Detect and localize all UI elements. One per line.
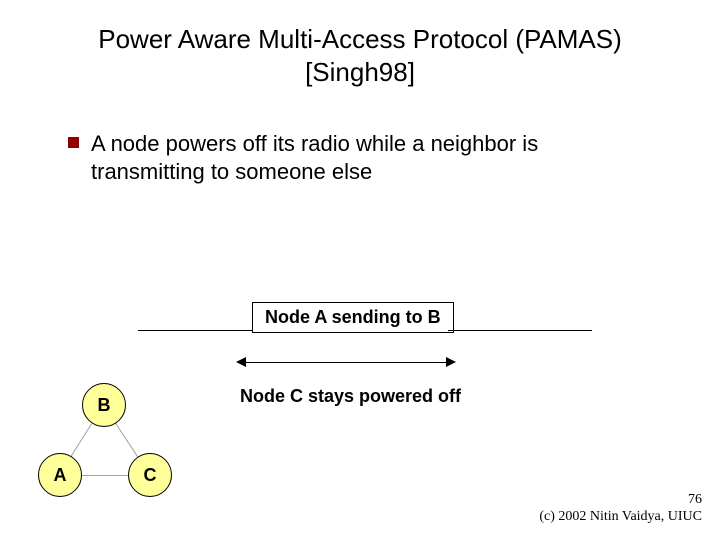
timeline-box: Node A sending to B	[252, 302, 454, 333]
graph-node-c: C	[128, 453, 172, 497]
graph-edge	[115, 423, 138, 457]
arrow-head-left-icon	[236, 357, 246, 367]
arrow-line	[246, 362, 446, 363]
graph-node-b: B	[82, 383, 126, 427]
page-number: 76	[539, 492, 702, 509]
bullet-text: A node powers off its radio while a neig…	[91, 130, 651, 185]
timeline-line-right	[448, 330, 592, 331]
bullet-item: A node powers off its radio while a neig…	[68, 130, 720, 185]
graph-node-a: A	[38, 453, 82, 497]
slide-title-line1: Power Aware Multi-Access Protocol (PAMAS…	[0, 0, 720, 55]
graph-edge	[71, 423, 92, 456]
footer: 76 (c) 2002 Nitin Vaidya, UIUC	[539, 492, 702, 526]
arrow-head-right-icon	[446, 357, 456, 367]
copyright: (c) 2002 Nitin Vaidya, UIUC	[539, 509, 702, 526]
caption: Node C stays powered off	[240, 386, 461, 407]
timeline-line-left	[138, 330, 252, 331]
graph-edge	[82, 475, 128, 476]
slide-title-line2: [Singh98]	[0, 57, 720, 88]
bullet-marker	[68, 137, 79, 148]
timeline-box-label: Node A sending to B	[265, 307, 441, 327]
